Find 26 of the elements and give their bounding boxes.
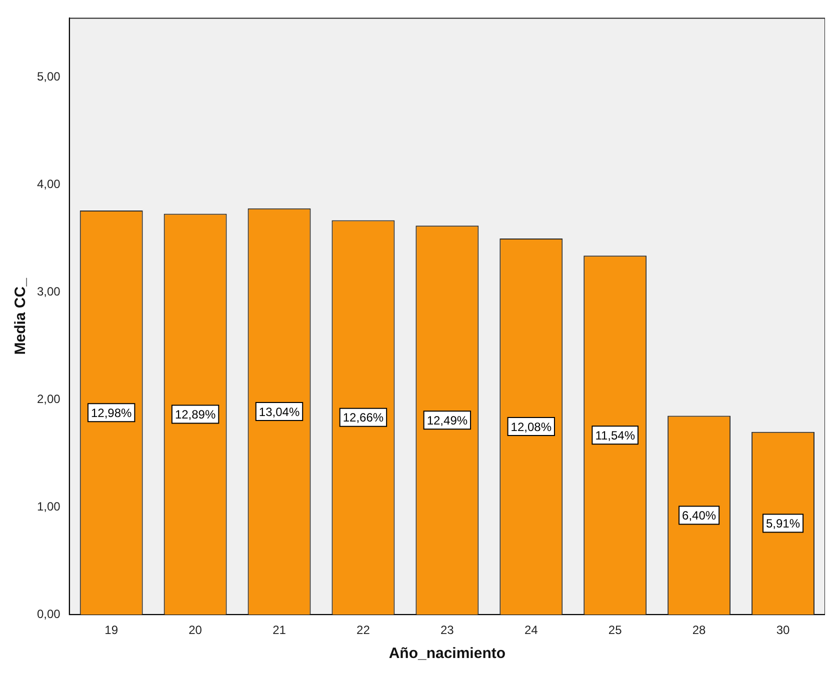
x-tick-label: 30 bbox=[776, 623, 790, 638]
y-tick-label: 0,00 bbox=[36, 606, 61, 621]
x-tick-label: 19 bbox=[104, 623, 118, 638]
x-tick-label: 25 bbox=[608, 623, 622, 638]
y-tick-label: 3,00 bbox=[36, 284, 61, 299]
annotation: 12,08% bbox=[510, 420, 552, 434]
y-axis-title: Media CC_ bbox=[12, 277, 30, 355]
annotation: 12,49% bbox=[426, 413, 468, 428]
x-tick-label: 23 bbox=[440, 623, 454, 638]
annotation: 12,66% bbox=[342, 410, 384, 425]
annotation: 12,98% bbox=[90, 406, 132, 420]
annotation: 5,91% bbox=[766, 516, 800, 531]
y-tick-label: 1,00 bbox=[36, 499, 61, 514]
x-tick-label: 20 bbox=[188, 623, 202, 638]
x-axis-title: Año_nacimiento bbox=[388, 645, 506, 662]
annotation: 13,04% bbox=[258, 404, 300, 419]
x-tick-label: 28 bbox=[692, 623, 706, 638]
x-tick-label: 21 bbox=[272, 623, 286, 638]
annotation: 11,54% bbox=[595, 428, 636, 442]
y-tick-label: 4,00 bbox=[36, 177, 61, 192]
y-tick-label: 5,00 bbox=[36, 70, 61, 84]
x-tick-label: 24 bbox=[524, 623, 538, 638]
y-tick-label: 2,00 bbox=[36, 392, 61, 406]
annotation: 6,40% bbox=[682, 508, 716, 523]
annotation: 12,89% bbox=[174, 408, 216, 422]
x-tick-label: 22 bbox=[356, 623, 370, 638]
